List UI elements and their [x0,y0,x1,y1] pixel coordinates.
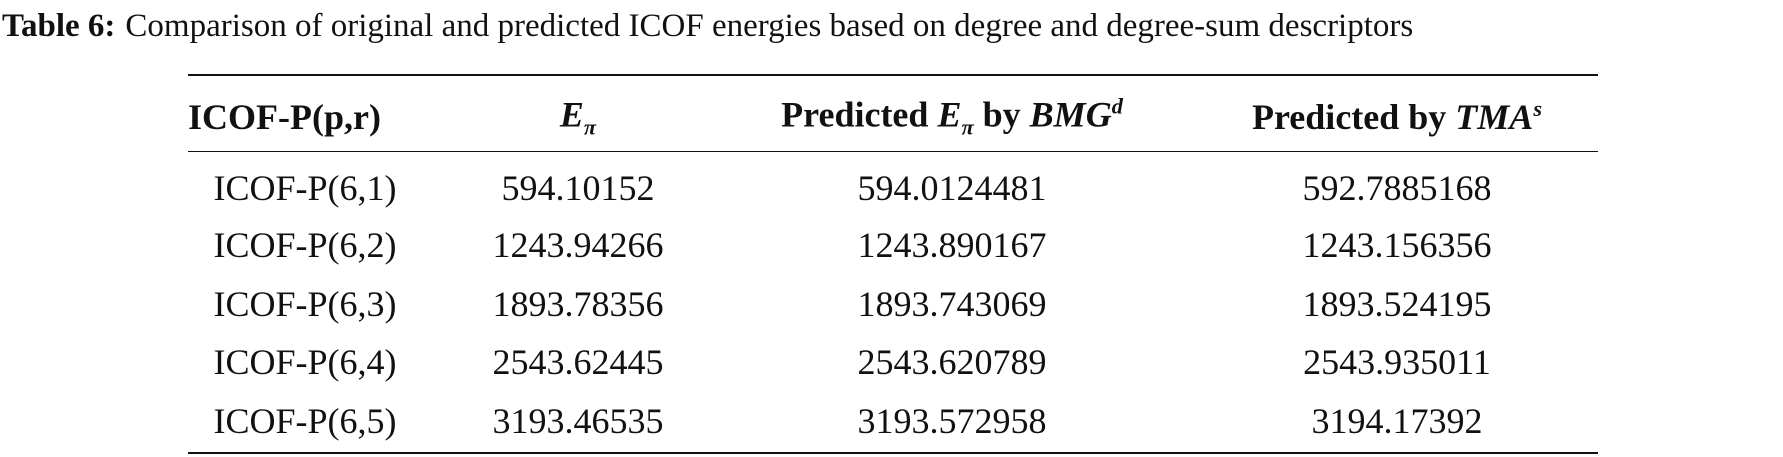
header-text: Predicted [781,94,938,135]
value-cell: 3193.572958 [857,401,1047,441]
mid-rule [188,151,1598,152]
header-cell: Predicted Eπ by BMGd [781,93,1123,140]
header-sup: d [1111,93,1123,119]
header-text: TMA [1455,97,1534,137]
value-cell: 2543.935011 [1303,342,1491,382]
header-text: by [973,94,1030,135]
header-text: ICOF-P(p,r) [188,97,381,137]
header-text: BMG [1029,94,1112,135]
bottom-rule [188,452,1598,454]
header-cell: Predicted by TMAs [1252,96,1542,138]
header-sub: π [583,114,597,140]
value-cell: 1243.94266 [492,225,664,265]
row-label: ICOF-P(6,4) [213,342,397,382]
row-label: ICOF-P(6,5) [213,401,397,441]
value-cell: 3193.46535 [492,401,664,441]
value-cell: 1893.743069 [857,284,1047,324]
header-text: Predicted by [1251,97,1456,137]
caption-text: Comparison of original and predicted ICO… [125,8,1414,44]
row-label: ICOF-P(6,1) [213,168,397,208]
header-cell: Eπ [560,93,596,140]
top-rule [188,74,1598,76]
value-cell: 1893.78356 [492,284,664,324]
caption-label: Table 6: [2,8,116,44]
row-label: ICOF-P(6,2) [213,225,397,265]
header-cell: ICOF-P(p,r) [188,96,381,138]
value-cell: 2543.62445 [492,342,664,382]
header-sup: s [1533,96,1543,121]
value-cell: 1243.890167 [857,225,1047,265]
value-cell: 594.0124481 [857,168,1047,208]
caption: Table 6: Comparison of original and predi… [2,8,1413,45]
value-cell: 3194.17392 [1311,401,1483,441]
header-text: E [559,94,584,135]
header-sub: π [961,114,974,140]
value-cell: 592.7885168 [1302,168,1492,208]
value-cell: 1893.524195 [1302,284,1492,324]
value-cell: 594.10152 [501,168,655,208]
value-cell: 1243.156356 [1302,225,1492,265]
value-cell: 2543.620789 [857,342,1047,382]
header-text: E [937,94,962,135]
row-label: ICOF-P(6,3) [213,284,397,324]
